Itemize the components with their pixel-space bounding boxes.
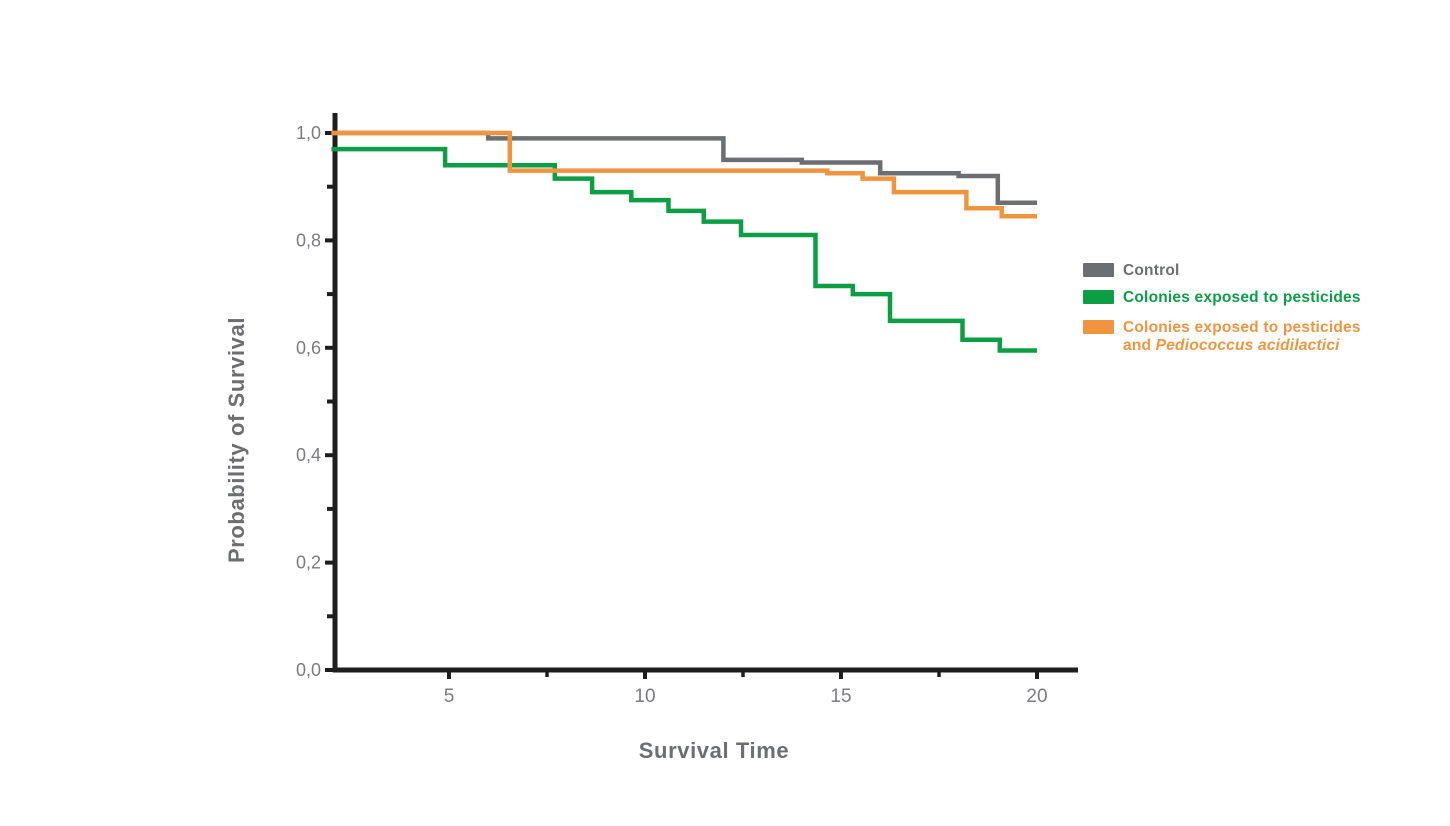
legend-swatch-control [1083, 263, 1114, 277]
y-axis-title: Probability of Survival [224, 316, 249, 564]
x-tick-label: 20 [1026, 686, 1047, 707]
legend-item-pesticides-probiotic: Colonies exposed to pesticides and Pedio… [1083, 319, 1361, 355]
legend-swatch-pesticides [1083, 290, 1114, 304]
legend-item-control: Control [1083, 262, 1180, 280]
y-tick-label: 0,4 [296, 445, 321, 465]
x-axis-title: Survival Time [638, 738, 790, 763]
y-tick-label: 0,0 [296, 660, 321, 680]
legend-label-line1: Colonies exposed to pesticides [1123, 319, 1361, 336]
x-tick-label: 10 [634, 686, 655, 707]
y-tick-label: 0,6 [296, 338, 321, 358]
x-tick-label: 5 [444, 686, 455, 707]
y-tick-label: 0,2 [296, 553, 321, 573]
survival-curve-control [331, 130, 1037, 206]
legend-label-control: Control [1123, 262, 1180, 279]
x-tick-label: 15 [830, 686, 851, 707]
y-tick-label: 0,8 [296, 230, 321, 250]
legend-label-pesticides-probiotic: Colonies exposed to pesticides and Pedio… [1123, 319, 1361, 355]
legend-label-species-italic: Pediococcus acidilactici [1155, 337, 1340, 354]
survival-curve-pesticides [331, 146, 1037, 353]
legend-swatch-pesticides-probiotic [1083, 320, 1114, 334]
y-tick-label: 1,0 [296, 123, 321, 143]
legend-label-line2-prefix: and [1123, 337, 1156, 354]
legend-item-pesticides: Colonies exposed to pesticides [1083, 289, 1361, 307]
survival-curve-pesticides-probiotic [331, 130, 1037, 219]
legend-label-pesticides: Colonies exposed to pesticides [1123, 289, 1361, 306]
